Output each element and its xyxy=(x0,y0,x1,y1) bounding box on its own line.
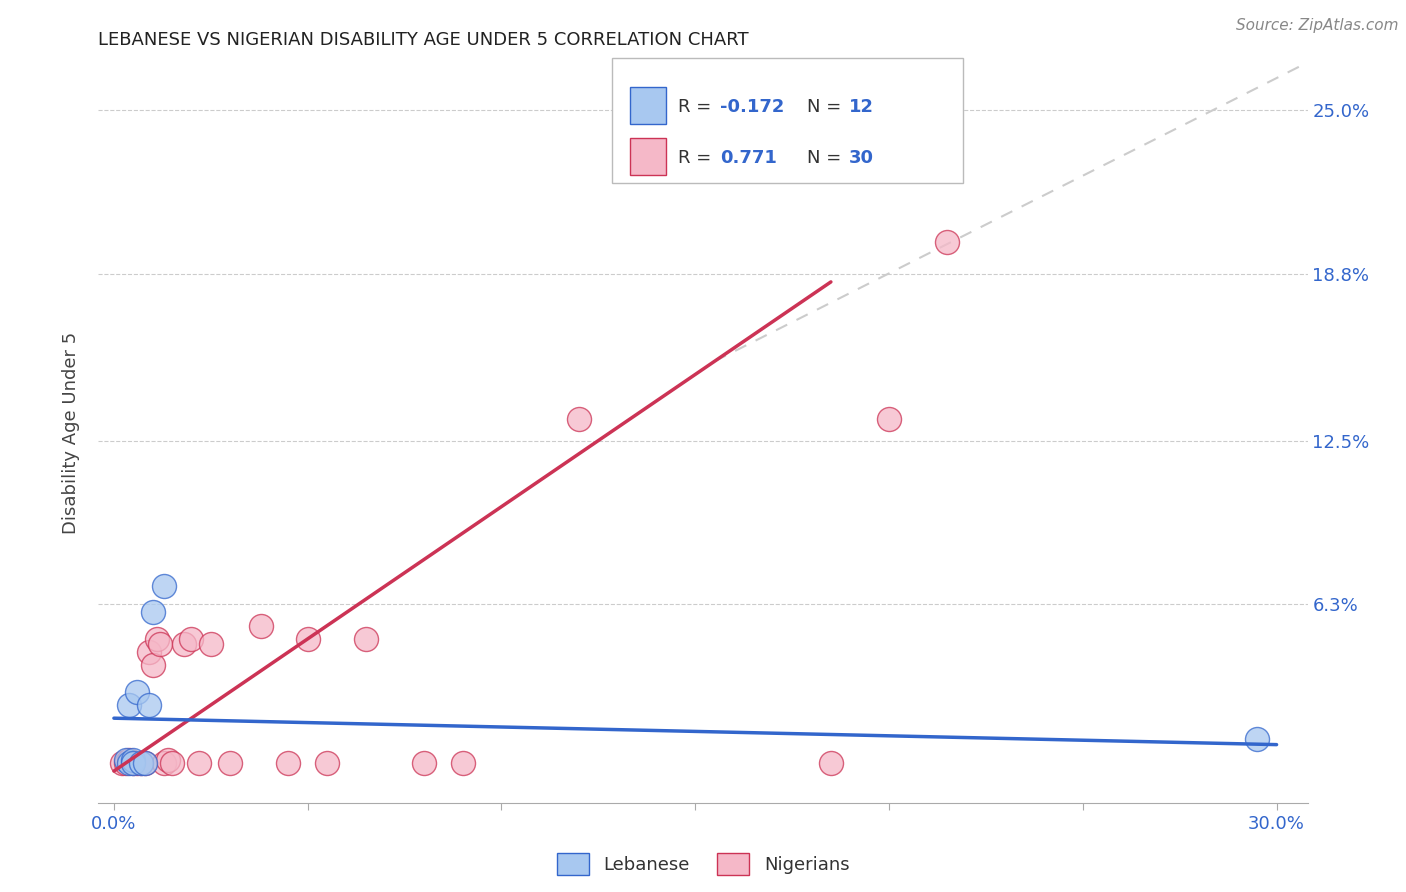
Text: -0.172: -0.172 xyxy=(720,97,785,115)
Point xyxy=(145,632,167,646)
Point xyxy=(138,645,160,659)
Text: N =: N = xyxy=(807,97,846,115)
Point xyxy=(122,756,145,771)
Point xyxy=(200,637,222,651)
Text: Source: ZipAtlas.com: Source: ZipAtlas.com xyxy=(1236,18,1399,33)
Point xyxy=(153,579,176,593)
Point xyxy=(568,412,591,426)
Point xyxy=(354,632,377,646)
Text: R =: R = xyxy=(678,97,717,115)
Point xyxy=(127,685,149,699)
Point xyxy=(219,756,242,771)
Point xyxy=(138,698,160,712)
Point xyxy=(153,756,176,771)
Point xyxy=(180,632,202,646)
Point xyxy=(297,632,319,646)
Point xyxy=(173,637,195,651)
Point xyxy=(316,756,339,771)
Point xyxy=(127,756,149,771)
Point xyxy=(118,756,141,771)
Point xyxy=(114,754,136,768)
Point xyxy=(1246,732,1268,747)
Point xyxy=(149,637,172,651)
Point xyxy=(160,756,183,771)
Text: 0.771: 0.771 xyxy=(720,149,776,167)
Point xyxy=(118,754,141,768)
Point xyxy=(122,756,145,771)
Point xyxy=(820,756,842,771)
Text: 12: 12 xyxy=(849,97,875,115)
Point xyxy=(157,754,180,768)
Point xyxy=(277,756,299,771)
Y-axis label: Disability Age Under 5: Disability Age Under 5 xyxy=(62,332,80,533)
Text: LEBANESE VS NIGERIAN DISABILITY AGE UNDER 5 CORRELATION CHART: LEBANESE VS NIGERIAN DISABILITY AGE UNDE… xyxy=(98,31,749,49)
Point xyxy=(111,756,134,771)
Point xyxy=(134,756,156,771)
Point xyxy=(114,756,136,771)
Point xyxy=(877,412,900,426)
Point xyxy=(129,756,152,771)
Legend: Lebanese, Nigerians: Lebanese, Nigerians xyxy=(550,847,856,882)
Point xyxy=(122,754,145,768)
Point xyxy=(250,618,273,632)
Point xyxy=(413,756,436,771)
Point xyxy=(451,756,474,771)
Point xyxy=(188,756,211,771)
Text: 30: 30 xyxy=(849,149,875,167)
Point xyxy=(129,756,152,771)
Point xyxy=(118,698,141,712)
Point xyxy=(142,606,165,620)
Text: R =: R = xyxy=(678,149,717,167)
Text: N =: N = xyxy=(807,149,846,167)
Point xyxy=(936,235,959,250)
Point xyxy=(142,658,165,673)
Point xyxy=(134,756,156,771)
